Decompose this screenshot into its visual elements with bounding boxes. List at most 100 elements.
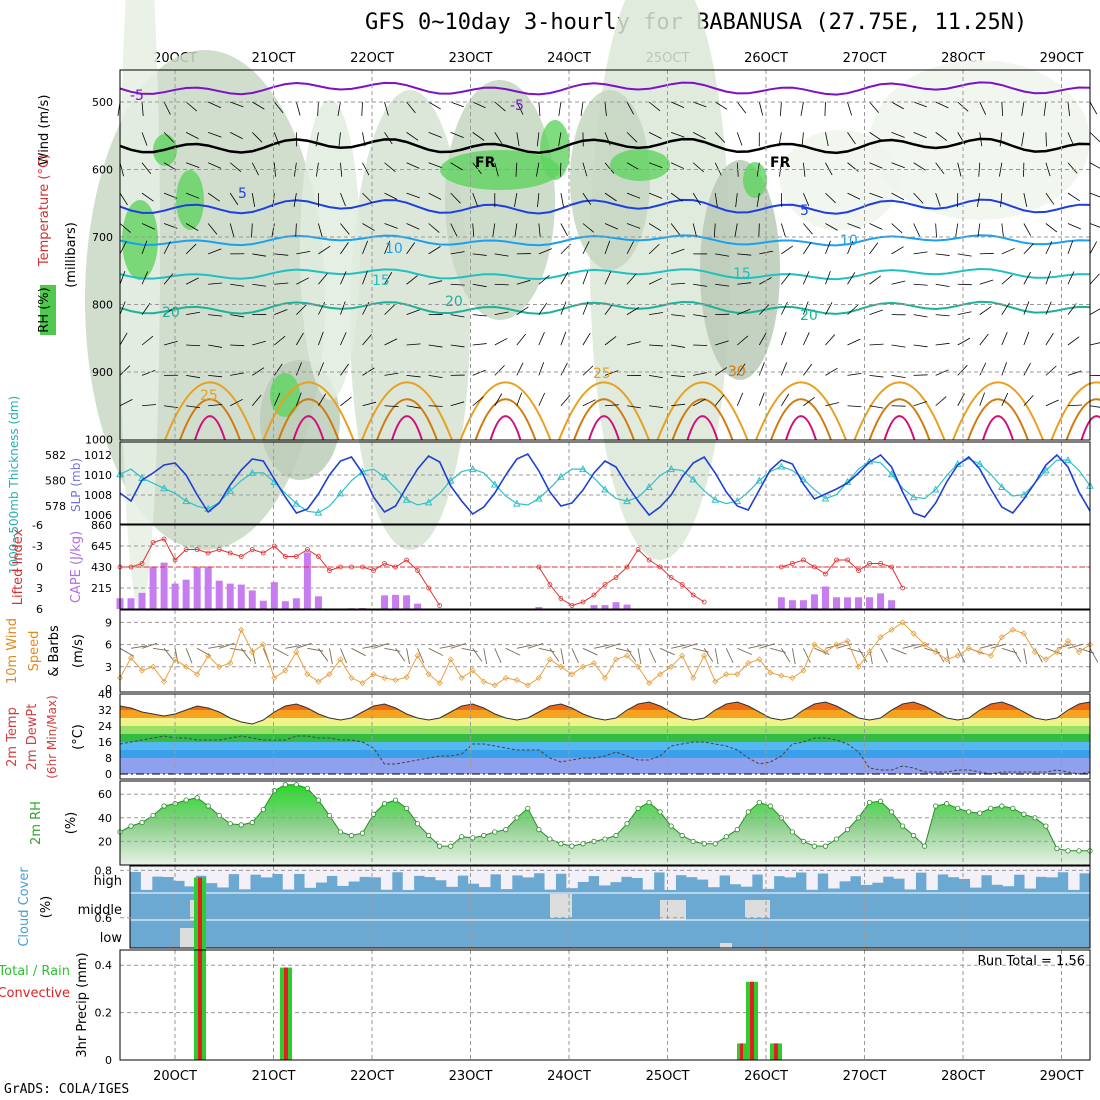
wind-barb xyxy=(913,344,928,348)
cloud-high-gap xyxy=(391,866,404,873)
wind-barb xyxy=(1089,648,1099,663)
cape-bar xyxy=(215,580,223,609)
wind-barb xyxy=(1067,643,1084,649)
wind-barb xyxy=(913,132,927,139)
wind-barb xyxy=(1067,132,1074,146)
temp-band xyxy=(120,734,1090,742)
wind-barb xyxy=(340,363,349,376)
lifted-index-marker xyxy=(801,557,806,563)
wind-barb xyxy=(626,101,634,115)
wind-barb xyxy=(428,162,442,169)
wind-barb xyxy=(737,335,749,346)
wind-barb xyxy=(185,223,199,231)
cloud-high-gap xyxy=(206,866,218,884)
cloud-high-gap xyxy=(195,866,207,876)
cape-bar xyxy=(270,582,278,609)
rh-marker xyxy=(370,811,377,817)
panel-frame xyxy=(119,441,1091,525)
wind-barb xyxy=(494,393,503,406)
rh-marker xyxy=(1054,845,1060,852)
y-tick-label: 32 xyxy=(98,704,112,717)
cloud-high-gap xyxy=(631,866,644,878)
wind-speed-marker xyxy=(954,652,961,659)
wind-barb xyxy=(494,365,505,376)
y-tick-label: 1008 xyxy=(84,489,112,502)
cloud-high-gap xyxy=(915,866,927,873)
wind-speed-marker xyxy=(469,667,476,674)
wind-barb xyxy=(957,337,971,346)
wind-barb xyxy=(824,101,826,117)
isotherm-label: 20 xyxy=(800,308,818,324)
wind-barb xyxy=(295,392,302,406)
precip-convective-bar xyxy=(750,981,754,1060)
rh-marker xyxy=(359,830,366,836)
wind-barb xyxy=(935,192,941,207)
wind-barb xyxy=(163,273,174,285)
cape-bar xyxy=(281,601,289,609)
wind-barb xyxy=(1067,240,1074,255)
isotherm-35 xyxy=(391,415,423,441)
wind-barb xyxy=(891,101,904,110)
wind-barb xyxy=(185,101,198,112)
wind-speed-marker xyxy=(1009,626,1016,633)
y-tick-label: 0 xyxy=(105,768,112,781)
wind-barb xyxy=(119,301,126,315)
cloud-high-gap xyxy=(348,866,360,882)
y-tick-label: 1012 xyxy=(84,449,112,462)
wind-speed-marker xyxy=(756,656,763,663)
wind-barb xyxy=(384,272,393,285)
rh-marker xyxy=(470,835,476,841)
wind-barb xyxy=(869,275,881,285)
wind-barb xyxy=(186,374,201,379)
wind-barb xyxy=(978,162,981,177)
lifted-index-marker xyxy=(635,547,641,552)
wind-barb xyxy=(186,344,201,347)
wind-speed-marker xyxy=(844,637,851,644)
wind-barb xyxy=(274,101,284,114)
lifted-index-marker xyxy=(360,564,365,570)
wind-barb xyxy=(649,312,663,316)
axis-label-cloud-units: (%) xyxy=(39,896,54,919)
precip-convective-bar xyxy=(774,1043,778,1060)
isotherm-label: -5 xyxy=(510,98,524,114)
rh-marker xyxy=(426,832,432,839)
lifted-index-marker xyxy=(889,564,894,570)
wind-barb xyxy=(296,304,307,315)
wind-barb xyxy=(780,101,782,116)
wind-barb xyxy=(1045,301,1052,315)
wind-barb xyxy=(340,242,349,255)
wind-barb xyxy=(847,223,861,229)
wind-barb xyxy=(1045,332,1054,346)
axis-label-cape: CAPE (J/kg) xyxy=(69,531,84,603)
wind-barb xyxy=(318,393,326,406)
isotherm-30 xyxy=(967,398,1029,441)
isotherm-label: 5 xyxy=(800,203,809,219)
cape-bar xyxy=(788,600,796,609)
cape-bar xyxy=(314,596,322,609)
wind-barb xyxy=(141,223,155,230)
axis-label-thickness: 1000~500mb Thickness (dm) xyxy=(7,396,21,574)
wind-barb xyxy=(1067,192,1080,202)
wind-barb xyxy=(869,242,879,255)
wind-barb xyxy=(946,648,950,665)
wind-barb xyxy=(891,280,906,285)
wind-barb xyxy=(229,192,239,206)
cloud-high-gap xyxy=(566,866,578,889)
wind-barb xyxy=(252,283,267,287)
rh-marker xyxy=(999,803,1005,809)
y-tick-label: -6 xyxy=(32,519,43,532)
cape-bar xyxy=(204,567,212,609)
rh-marker xyxy=(569,843,575,849)
lifted-index-marker xyxy=(426,585,432,591)
wind-barb xyxy=(825,132,829,147)
wind-barb xyxy=(693,283,708,287)
wind-barb xyxy=(384,101,389,116)
wind-barb xyxy=(692,132,706,140)
wind-barb xyxy=(803,397,815,407)
cloud-high-gap xyxy=(337,866,349,886)
wind-barb xyxy=(229,162,242,173)
wind-barb xyxy=(1089,405,1100,408)
wind-barb xyxy=(141,369,156,376)
wind-barb xyxy=(538,248,552,255)
rh-marker xyxy=(348,832,355,839)
